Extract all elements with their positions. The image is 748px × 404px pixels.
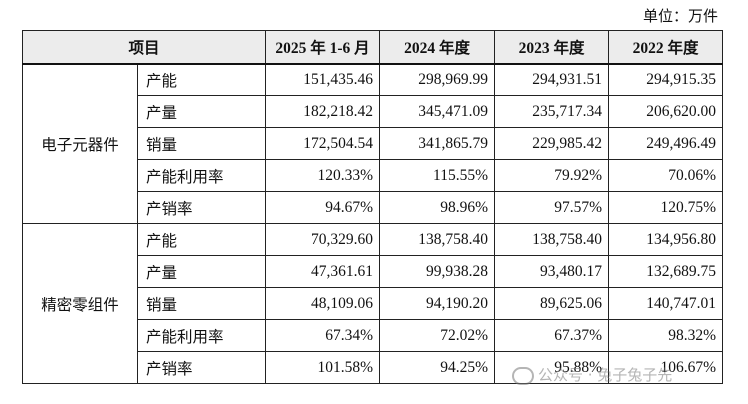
value-cell: 70,329.60 <box>265 223 381 256</box>
header-row: 项目 2025 年 1-6 月 2024 年度 2023 年度 2022 年度 <box>21 30 724 64</box>
value-cell: 95.88% <box>494 351 610 384</box>
value-cell: 67.37% <box>494 319 610 352</box>
item-cell: 产量 <box>136 255 267 288</box>
header-2022: 2022 年度 <box>608 30 724 64</box>
table-row: 精密零组件 产能 70,329.60 138,758.40 138,758.40 134,… <box>22 223 724 384</box>
value-cell: 134,956.80 <box>608 223 724 256</box>
category-cell: 电子元器件 <box>22 63 138 224</box>
item-cell: 产能 <box>136 223 267 256</box>
value-cell: 97.57% <box>494 191 610 224</box>
value-cell: 294,931.51 <box>494 63 610 96</box>
value-cell: 138,758.40 <box>494 223 610 256</box>
value-cell: 94.25% <box>379 351 496 384</box>
item-cell: 产能 <box>136 63 267 96</box>
value-cell: 345,471.09 <box>379 95 496 128</box>
value-cell: 298,969.99 <box>379 63 496 96</box>
item-cell: 产能利用率 <box>136 159 267 192</box>
value-cell: 47,361.61 <box>265 255 381 288</box>
unit-label: 单位：万件 <box>642 9 718 25</box>
value-cell: 106.67% <box>608 351 724 384</box>
value-cell: 99,938.28 <box>379 255 496 288</box>
value-cell: 206,620.00 <box>608 95 724 128</box>
value-cell: 120.75% <box>608 191 724 224</box>
value-cell: 98.96% <box>379 191 496 224</box>
item-cell: 产量 <box>136 95 267 128</box>
item-cell: 产销率 <box>136 351 267 384</box>
table-row: 销量 172,504.54 341,865.79 229,985.42 249,496.… <box>23 127 724 160</box>
table-row: 产量 47,361.61 99,938.28 93,480.17 132,689.75 <box>23 255 724 288</box>
header-2023: 2023 年度 <box>494 30 610 64</box>
value-cell: 151,435.46 <box>265 63 381 96</box>
table-row: 电子元器件 产能 151,435.46 298,969.99 294,931.51 294… <box>22 63 724 224</box>
value-cell: 79.92% <box>494 159 610 192</box>
header-item: 项目 <box>21 30 267 64</box>
table-row: 产销率 94.67% 98.96% 97.57% 120.75% <box>23 191 724 224</box>
header-2024: 2024 年度 <box>379 30 496 64</box>
table-row: 销量 48,109.06 94,190.20 89,625.06 140,747.01 <box>23 287 724 320</box>
value-cell: 94.67% <box>265 191 381 224</box>
value-cell: 132,689.75 <box>608 255 724 288</box>
item-cell: 产能利用率 <box>136 319 267 352</box>
table-row: 产能利用率 120.33% 115.55% 79.92% 70.06% <box>23 159 724 192</box>
value-cell: 249,496.49 <box>608 127 724 160</box>
value-cell: 182,218.42 <box>265 95 381 128</box>
item-cell: 产销率 <box>136 191 267 224</box>
value-cell: 172,504.54 <box>265 127 381 160</box>
value-cell: 140,747.01 <box>608 287 724 320</box>
category-cell: 精密零组件 <box>22 223 138 384</box>
value-cell: 341,865.79 <box>379 127 496 160</box>
value-cell: 89,625.06 <box>494 287 610 320</box>
value-cell: 72.02% <box>379 319 496 352</box>
table-row: 产量 182,218.42 345,471.09 235,717.34 206,620.… <box>23 95 724 128</box>
capacity-table: 项目 2025 年 1-6 月 2024 年度 2023 年度 2022 年度 … <box>21 30 724 384</box>
header-2025h1: 2025 年 1-6 月 <box>265 30 381 64</box>
value-cell: 101.58% <box>265 351 381 384</box>
value-cell: 94,190.20 <box>379 287 496 320</box>
value-cell: 98.32% <box>608 319 724 352</box>
value-cell: 70.06% <box>608 159 724 192</box>
value-cell: 138,758.40 <box>379 223 496 256</box>
value-cell: 115.55% <box>379 159 496 192</box>
value-cell: 120.33% <box>265 159 381 192</box>
item-cell: 销量 <box>136 127 267 160</box>
value-cell: 229,985.42 <box>494 127 610 160</box>
value-cell: 48,109.06 <box>265 287 381 320</box>
value-cell: 235,717.34 <box>494 95 610 128</box>
value-cell: 67.34% <box>265 319 381 352</box>
value-cell: 294,915.35 <box>608 63 724 96</box>
table-row: 产销率 101.58% 94.25% 95.88% 106.67% <box>23 351 724 384</box>
value-cell: 93,480.17 <box>494 255 610 288</box>
item-cell: 销量 <box>136 287 267 320</box>
